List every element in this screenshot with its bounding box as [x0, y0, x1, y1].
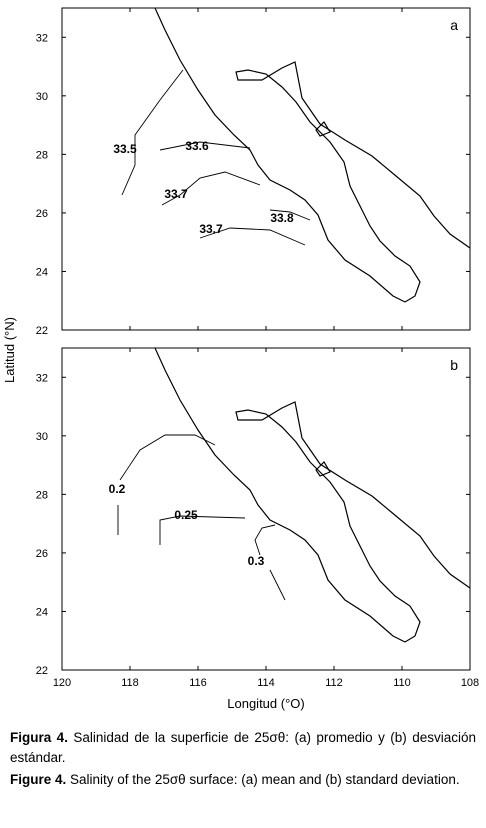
y-tick-label: 30 [36, 431, 48, 443]
x-tick-label: 112 [325, 677, 343, 689]
contour-label: 0.3 [248, 554, 265, 568]
y-tick-label: 22 [36, 665, 48, 677]
x-axis-label: Longitud (°O) [227, 696, 304, 711]
y-tick-label: 22 [36, 325, 48, 337]
y-tick-label: 24 [36, 266, 48, 278]
contour-label: 0.2 [109, 482, 126, 496]
x-tick-label: 116 [189, 677, 207, 689]
y-tick-label: 26 [36, 208, 48, 220]
panel-frame [61, 347, 471, 671]
y-axis-label: Latitud (°N) [2, 317, 17, 383]
panel-label: a [450, 17, 458, 33]
x-tick-label: 118 [121, 677, 139, 689]
panel-label: b [450, 357, 458, 373]
caption-en: Figure 4. Salinity of the 25σθ surface: … [10, 770, 476, 790]
y-tick-label: 28 [36, 489, 48, 501]
caption-text: Salinidad de la superficie de 25σθ: (a) … [10, 730, 476, 765]
y-tick-label: 30 [36, 91, 48, 103]
caption-label: Figure 4. [10, 772, 67, 787]
caption-es: Figura 4. Salinidad de la superficie de … [10, 728, 476, 768]
x-tick-label: 108 [461, 677, 479, 689]
x-tick-label: 114 [257, 677, 275, 689]
y-tick-label: 26 [36, 548, 48, 560]
y-tick-label: 32 [36, 372, 48, 384]
contour-label: 33.7 [199, 222, 223, 236]
contour-label: 33.7 [164, 187, 188, 201]
contour-label: 33.5 [113, 142, 137, 156]
y-tick-label: 24 [36, 606, 48, 618]
y-tick-label: 32 [36, 32, 48, 44]
y-tick-label: 28 [36, 149, 48, 161]
panel-frame [61, 7, 471, 331]
caption: Figura 4. Salinidad de la superficie de … [10, 728, 476, 792]
contour-label: 0.25 [174, 508, 198, 522]
caption-label: Figura 4. [10, 730, 68, 745]
caption-text: Salinity of the 25σθ surface: (a) mean a… [70, 772, 460, 787]
x-tick-label: 110 [393, 677, 411, 689]
contour-label: 33.6 [185, 139, 209, 153]
contour-label: 33.8 [270, 211, 294, 225]
figure: a 22 24 26 28 30 32 33.5 33.6 33.7 33.7 33.8 b 22 24 2… [2, 7, 479, 711]
x-tick-label: 120 [53, 677, 71, 689]
